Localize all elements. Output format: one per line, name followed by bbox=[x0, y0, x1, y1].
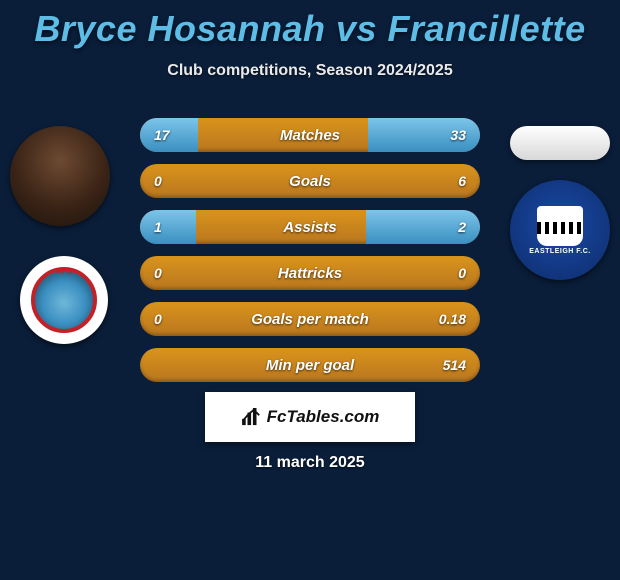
stat-row: 0 Hattricks 0 bbox=[140, 256, 480, 290]
player-right-avatar bbox=[510, 126, 610, 160]
stat-value-left: 17 bbox=[154, 127, 170, 143]
club-badge-right: EASTLEIGH F.C. bbox=[510, 180, 610, 280]
stat-value-left: 0 bbox=[154, 173, 162, 189]
stat-label: Goals per match bbox=[251, 311, 369, 328]
stat-row: 0 Goals per match 0.18 bbox=[140, 302, 480, 336]
player-left-avatar bbox=[10, 126, 110, 226]
subtitle: Club competitions, Season 2024/2025 bbox=[0, 62, 620, 80]
club-badge-right-stripe bbox=[537, 222, 583, 234]
stat-value-right: 33 bbox=[450, 127, 466, 143]
stat-label: Hattricks bbox=[278, 265, 342, 282]
stat-value-left: 0 bbox=[154, 265, 162, 281]
stat-row: 17 Matches 33 bbox=[140, 118, 480, 152]
footer-date: 11 march 2025 bbox=[0, 454, 620, 472]
club-badge-left-code: AFC bbox=[56, 267, 72, 276]
stat-row: 0 Goals 6 bbox=[140, 164, 480, 198]
page-title: Bryce Hosannah vs Francillette bbox=[0, 0, 620, 50]
stat-row: 1 Assists 2 bbox=[140, 210, 480, 244]
brand-icon bbox=[241, 408, 263, 426]
stat-label: Matches bbox=[280, 127, 340, 144]
stat-value-left: 1 bbox=[154, 219, 162, 235]
stat-fill-left bbox=[140, 210, 196, 244]
brand-badge: FcTables.com bbox=[205, 392, 415, 442]
stat-value-right: 0 bbox=[458, 265, 466, 281]
stat-label: Assists bbox=[283, 219, 336, 236]
stat-value-right: 514 bbox=[443, 357, 466, 373]
stat-row: Min per goal 514 bbox=[140, 348, 480, 382]
stat-value-right: 2 bbox=[458, 219, 466, 235]
club-badge-right-shield bbox=[537, 206, 583, 246]
stat-label: Min per goal bbox=[266, 357, 354, 374]
club-badge-left: AFC bbox=[20, 256, 108, 344]
stat-value-left: 0 bbox=[154, 311, 162, 327]
brand-text: FcTables.com bbox=[267, 407, 380, 427]
club-badge-left-inner: AFC bbox=[31, 267, 97, 333]
stat-value-right: 6 bbox=[458, 173, 466, 189]
club-badge-right-text: EASTLEIGH F.C. bbox=[529, 248, 590, 255]
stat-label: Goals bbox=[289, 173, 331, 190]
stat-value-right: 0.18 bbox=[439, 311, 466, 327]
stats-block: 17 Matches 33 0 Goals 6 1 Assists 2 0 Hattricks 0 0 G… bbox=[140, 118, 480, 394]
